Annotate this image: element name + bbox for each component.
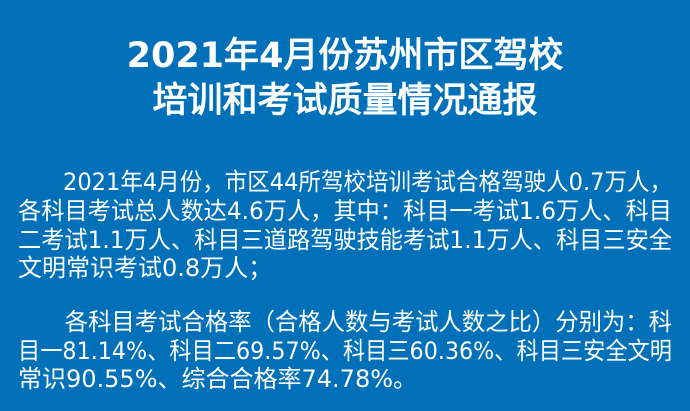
paragraph-line: 常识90.55%、综合合格率74.78%。 (18, 365, 418, 393)
paragraph-line: 各科目考试合格率（合格人数与考试人数之比）分别为：科 (18, 308, 672, 336)
paragraph-line: 2021年4月份，市区44所驾校培训考试合格驾驶人0.7万人， (18, 168, 672, 196)
paragraph-line: 文明常识考试0.8万人； (18, 254, 273, 282)
paragraph-line: 目一81.14%、科目二69.57%、科目三60.36%、科目三安全文明 (18, 337, 672, 365)
paragraph-line: 各科目考试总人数达4.6万人，其中：科目一考试1.6万人、科目 (18, 197, 672, 225)
title-line-2: 培训和考试质量情况通报 (152, 81, 538, 121)
title-line-1: 2021年4月份苏州市区驾校 (126, 36, 564, 76)
paragraph-line: 二考试1.1万人、科目三道路驾驶技能考试1.1万人、科目三安全 (18, 226, 672, 254)
